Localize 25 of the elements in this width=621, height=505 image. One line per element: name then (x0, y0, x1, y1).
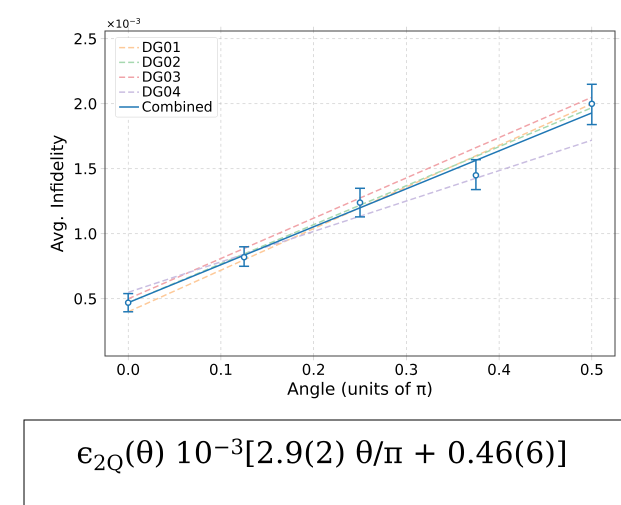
legend-label: DG02 (143, 56, 180, 68)
legend-label: Combined (142, 101, 212, 112)
x-tick-label: 0.4 (488, 364, 510, 376)
legend-label: DG03 (143, 71, 180, 82)
y-tick-label: 2.5 (74, 33, 96, 44)
point (240, 254, 248, 261)
x-tick-label: 0.3 (395, 364, 418, 376)
text: ϵ$_{2Q}$(θ) 10$^{−3}$[2.9(2) θ/π + 0.46(6)] (78, 438, 565, 474)
legend-label: DG04 (143, 86, 180, 97)
y-tick-label: 1.5 (75, 163, 96, 174)
point (356, 199, 364, 206)
x-tick-label: 0.2 (302, 364, 324, 376)
y-axis-title: Avg. Infidelity (50, 135, 67, 252)
x-axis-title: Angle (units of π) (287, 382, 432, 398)
point (472, 172, 480, 179)
y-tick-label: 2.0 (74, 98, 96, 110)
point (124, 299, 132, 306)
x-tick-label: 0.1 (210, 364, 232, 376)
x-tick-label: 0.0 (117, 364, 140, 376)
point (588, 100, 596, 108)
y-tick-label: 0.5 (74, 293, 96, 304)
y-tick-label: 1.0 (75, 228, 96, 240)
x-tick-label: 0.5 (580, 364, 602, 376)
legend-label: DG01 (143, 42, 180, 52)
text: ×10$^{−3}$ (108, 18, 140, 28)
